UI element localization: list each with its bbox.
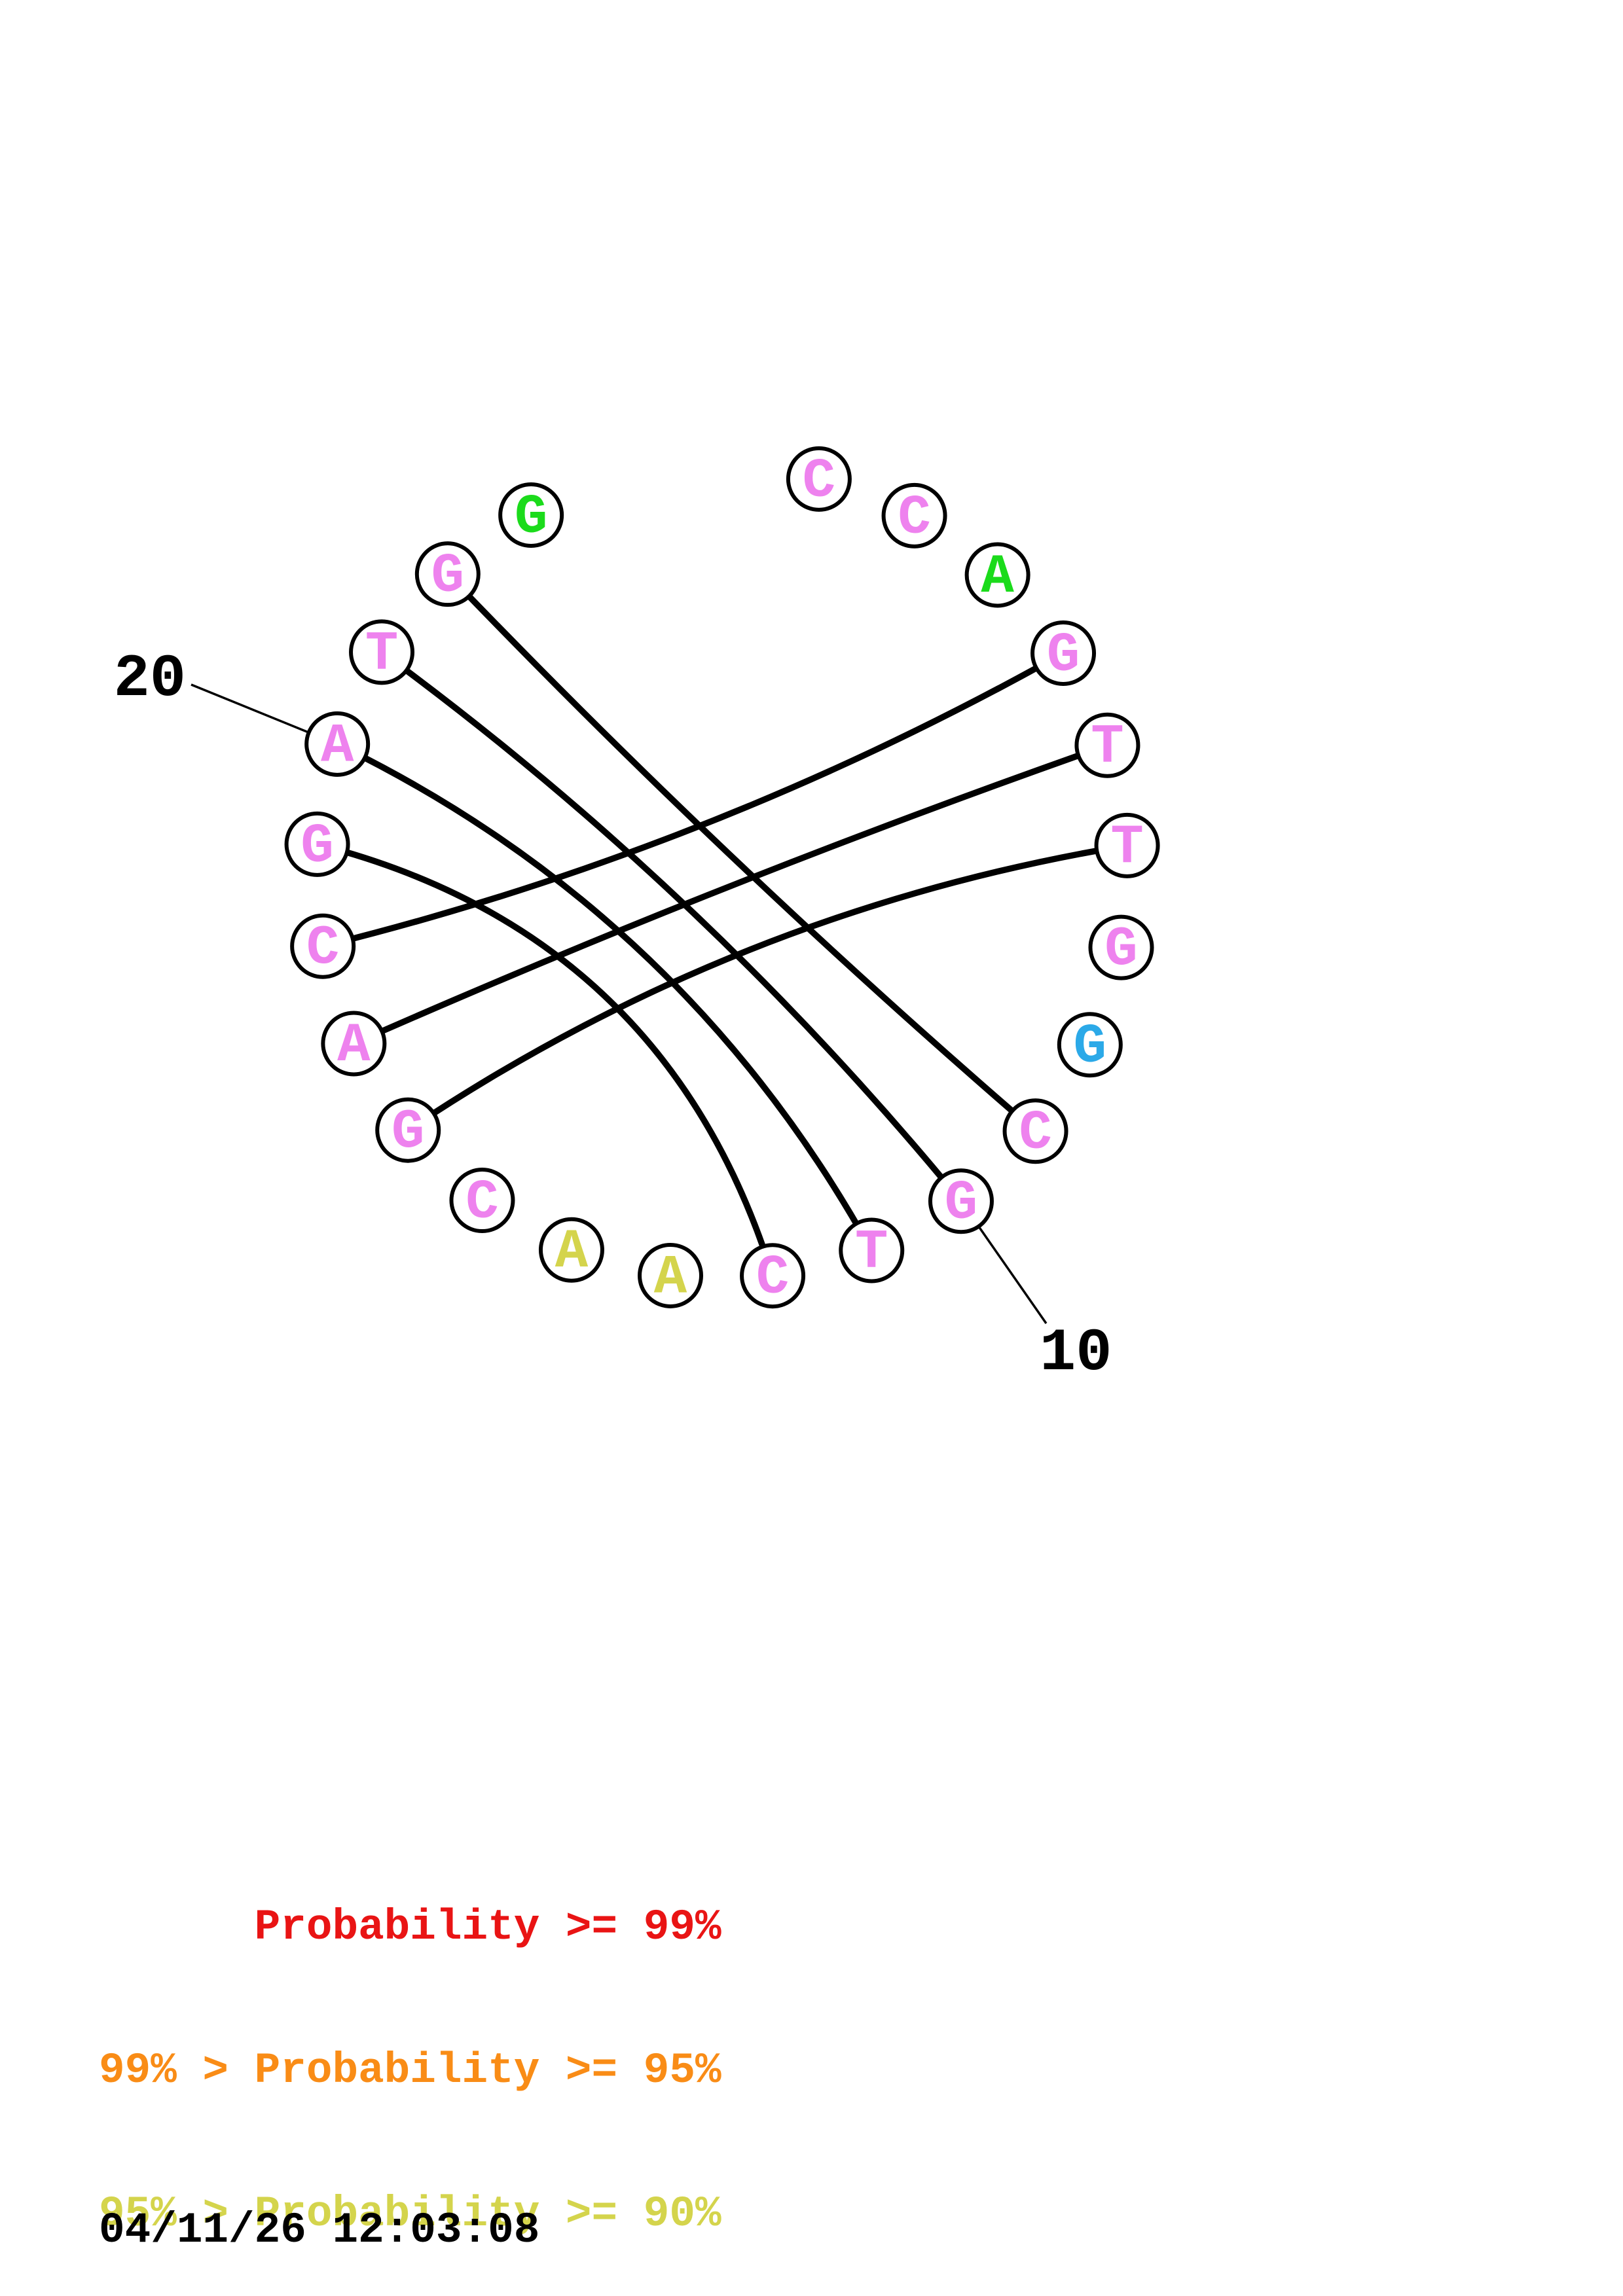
nucleotide-22-G: G [414,541,481,608]
nucleotide-letter: C [803,450,835,512]
nucleotide-letter: A [555,1221,589,1283]
nucleotide-bubble [786,446,852,512]
nucleotide-19-G: G [284,811,350,878]
nucleotide-16-G: G [375,1097,441,1164]
nucleotide-bubble [414,541,481,607]
nucleotide-bubble [1002,1098,1068,1164]
nucleotide-6-T: T [1094,812,1160,879]
nucleotide-letter: G [1047,624,1080,687]
nucleotide-5-T: T [1074,712,1140,779]
nucleotide-14-A: A [538,1217,604,1283]
nucleotide-7-G: G [1088,914,1154,981]
base-pair-chord-12-19 [314,841,776,1279]
nucleotide-bubble [449,1168,515,1234]
position-label-10: 10 [1040,1319,1112,1388]
nucleotide-bubble [1057,1012,1123,1078]
nucleotide-letter: A [981,547,1014,609]
nucleotide-bubble [349,619,415,685]
nucleotide-bubble [304,711,371,777]
nucleotide-10-G: G [928,1168,994,1235]
nucleotide-23-G: G [498,482,564,548]
nucleotide-bubble [538,1217,604,1283]
nucleotide-bubble [928,1168,994,1234]
nucleotide-bubble [740,1243,806,1309]
base-pair-chord-9-22 [445,571,1039,1134]
nucleotide-bubble [1088,914,1154,980]
legend-row-2: 99% > Probability >= 95% [99,2046,721,2095]
nucleotide-letter: G [431,546,464,608]
nucleotide-20-A: A [304,711,371,778]
nucleotide-bubble [498,482,564,548]
nucleotide-letter: T [365,624,398,686]
nucleotide-bubble [1074,712,1140,778]
nucleotide-bubble [290,913,356,979]
nucleotide-letter: A [337,1015,371,1077]
legend-row-3: 95% > Probability >= 90% [99,2189,721,2238]
nucleotide-bubble [375,1097,441,1163]
nucleotide-letter: C [756,1247,789,1310]
probability-legend: Probability >= 99% 99% > Probability >= … [99,1808,721,2296]
nucleotide-letter: G [301,816,333,878]
base-pair-chord-6-16 [405,842,1131,1134]
nucleotide-15-C: C [449,1168,515,1234]
nucleotide-letter: G [515,486,547,548]
nucleotide-bubble [638,1242,704,1308]
timestamp: 04/11/26 12:03:08 [99,2206,540,2255]
nucleotide-letter: T [1091,717,1123,779]
nucleotide-letter: T [1110,817,1143,879]
nucleotide-bubble [1030,620,1097,686]
nucleotide-letter: G [392,1102,424,1164]
nucleotide-11-T: T [839,1217,905,1284]
base-pair-chord-10-21 [378,649,964,1204]
nucleotide-letter: A [654,1247,687,1309]
position-label-20: 20 [114,645,186,713]
nucleotide-letter: C [306,918,339,980]
nucleotide-letter: C [898,487,930,549]
nucleotide-bubble [881,482,947,548]
nucleotide-2-C: C [881,482,947,549]
nucleotide-12-C: C [740,1243,806,1310]
nucleotide-letter: G [1104,919,1137,981]
legend-row-1: Probability >= 99% [99,1903,721,1952]
base-pair-chord-11-20 [334,741,875,1254]
nucleotide-4-G: G [1030,620,1097,687]
nucleotide-letter: A [321,715,354,778]
nucleotide-letter: C [465,1172,498,1234]
base-pair-chord-5-17 [350,742,1111,1047]
nucleotide-letter: T [855,1222,888,1284]
nucleotide-letter: C [1019,1103,1051,1165]
base-pair-chord-4-18 [319,650,1067,950]
nucleotide-9-C: C [1002,1098,1068,1165]
nucleotide-letter: G [1074,1016,1106,1079]
nucleotide-bubble [1094,812,1160,878]
nucleotide-letter: G [945,1173,977,1235]
nucleotide-21-T: T [349,619,415,686]
nucleotide-bubble [321,1011,387,1077]
nucleotide-1-C: C [786,446,852,512]
nucleotide-bubble [284,811,350,877]
nucleotide-17-A: A [321,1011,387,1077]
nucleotide-8-G: G [1057,1012,1123,1079]
nucleotide-18-C: C [290,913,356,980]
nucleotide-bubble [839,1217,905,1283]
nucleotide-bubble [964,542,1030,608]
nucleotide-3-A: A [964,542,1030,609]
nucleotide-13-A: A [638,1242,704,1309]
